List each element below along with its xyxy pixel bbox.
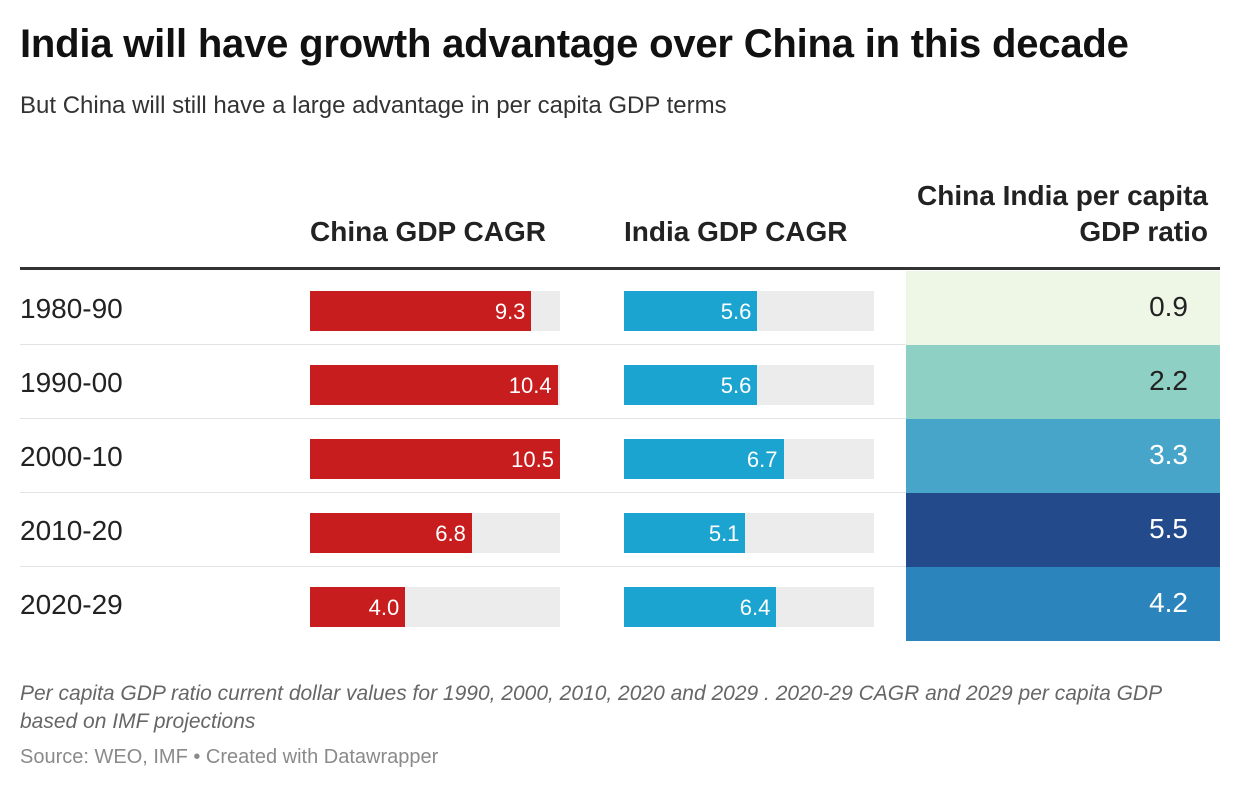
india-bar: 5.1: [624, 513, 746, 553]
table-row: 1990-00 10.4 5.6 2.2: [0, 345, 1240, 419]
chart-subtitle: But China will still have a large advant…: [20, 92, 727, 119]
period-label: 1980-90: [20, 293, 123, 324]
ratio-value: 2.2: [1149, 365, 1188, 396]
period-label: 2020-29: [20, 589, 123, 620]
china-bar-value: 9.3: [494, 299, 526, 324]
row-separator: [20, 418, 906, 419]
china-bar: 10.4: [310, 365, 558, 405]
ratio-cell: 0.9: [906, 271, 1220, 345]
ratio-value: 4.2: [1149, 587, 1188, 618]
row-separator: [20, 566, 906, 567]
table-row: 2010-20 6.8 5.1 5.5: [0, 493, 1240, 567]
china-bar-value: 6.8: [435, 521, 466, 546]
india-bar-value: 6.4: [739, 595, 771, 620]
period-label: 2010-20: [20, 515, 123, 546]
china-bar: 6.8: [310, 513, 472, 553]
india-bar: 6.4: [624, 587, 777, 627]
india-bar-value: 5.1: [708, 521, 740, 546]
table-row: 1980-90 9.3 5.6 0.9: [0, 271, 1240, 345]
china-bar-track: 10.4: [310, 365, 560, 405]
chart-note: Per capita GDP ratio current dollar valu…: [20, 682, 1162, 733]
india-bar-track: 6.4: [624, 587, 874, 627]
ratio-value: 5.5: [1149, 513, 1188, 544]
chart-title: India will have growth advantage over Ch…: [20, 22, 1129, 66]
ratio-cell: 2.2: [906, 345, 1220, 419]
period-label: 2000-10: [20, 441, 123, 472]
table-row: 2020-29 4.0 6.4 4.2: [0, 567, 1240, 641]
china-bar: 9.3: [310, 291, 532, 331]
period-label: 1990-00: [20, 367, 123, 398]
india-bar-track: 5.1: [624, 513, 874, 553]
china-bar: 4.0: [310, 587, 406, 627]
china-bar-value: 10.5: [511, 447, 554, 472]
column-header-india-gdp-cagr: India GDP CAGR: [624, 216, 848, 247]
ratio-cell: 3.3: [906, 419, 1220, 493]
india-bar-value: 5.6: [720, 373, 752, 398]
india-bar-track: 5.6: [624, 291, 874, 331]
header-rule: [20, 267, 1220, 270]
table-row: 2000-10 10.5 6.7 3.3: [0, 419, 1240, 493]
china-bar-value: 10.4: [508, 373, 552, 398]
india-bar-track: 6.7: [624, 439, 874, 479]
china-bar: 10.5: [310, 439, 560, 479]
india-bar: 5.6: [624, 291, 758, 331]
ratio-value: 0.9: [1149, 291, 1188, 322]
chart-source: Source: WEO, IMF • Created with Datawrap…: [20, 746, 439, 768]
india-bar-value: 6.7: [746, 447, 778, 472]
china-bar-track: 10.5: [310, 439, 560, 479]
india-bar: 5.6: [624, 365, 758, 405]
row-separator: [20, 344, 906, 345]
china-bar-track: 4.0: [310, 587, 560, 627]
india-bar-value: 5.6: [720, 299, 752, 324]
china-bar-value: 4.0: [368, 595, 400, 620]
china-bar-track: 6.8: [310, 513, 560, 553]
ratio-cell: 5.5: [906, 493, 1220, 567]
india-bar-track: 5.6: [624, 365, 874, 405]
column-header-china-gdp-cagr: China GDP CAGR: [310, 216, 546, 247]
china-bar-track: 9.3: [310, 291, 560, 331]
row-separator: [20, 492, 906, 493]
column-header-per-capita-ratio: China India per capita GDP ratio: [917, 180, 1208, 247]
ratio-cell: 4.2: [906, 567, 1220, 641]
india-bar: 6.7: [624, 439, 784, 479]
ratio-value: 3.3: [1149, 439, 1188, 470]
